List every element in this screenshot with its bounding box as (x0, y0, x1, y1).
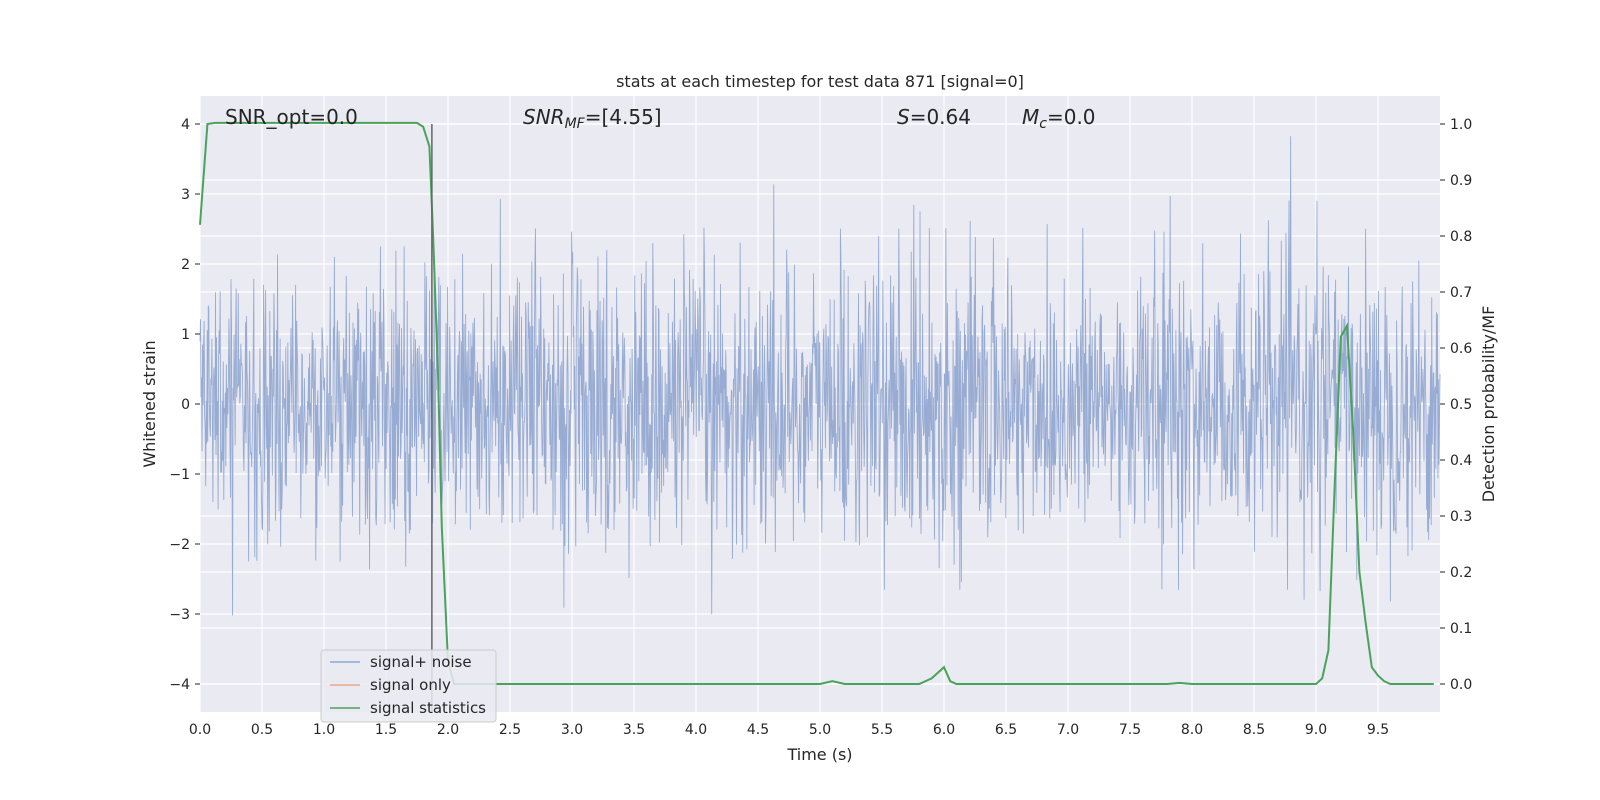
x-tick-label: 6.5 (995, 722, 1017, 738)
y-tick-label-right: 1.0 (1450, 117, 1472, 133)
x-tick-label: 3.0 (561, 722, 583, 738)
line-signal-noise (199, 136, 1441, 616)
legend: signal+ noise signal only signal statist… (320, 649, 497, 723)
y-tick-label-left: −4 (169, 677, 190, 693)
legend-box (320, 649, 497, 723)
y-tick-label-left: 4 (181, 117, 190, 133)
legend-label-signal-noise: signal+ noise (370, 653, 472, 671)
x-tick-label: 8.5 (1243, 722, 1265, 738)
annotation-snr-mf-symbol: SNR (523, 105, 565, 129)
x-tick-label: 4.5 (747, 722, 769, 738)
series-signal-statistics (199, 121, 1434, 685)
annotation-mc-symbol: M (1022, 105, 1039, 129)
y-tick-label-right: 0.6 (1450, 341, 1472, 357)
x-tick-label: 4.0 (685, 722, 707, 738)
x-tick-label: 5.0 (809, 722, 831, 738)
y-tick-label-right: 0.5 (1450, 397, 1472, 413)
y-axis-label-left: Whitened strain (140, 340, 159, 467)
y-tick-label-left: 2 (181, 257, 190, 273)
x-tick-label: 2.5 (499, 722, 521, 738)
annotation-s-symbol: S (897, 105, 910, 129)
x-tick-label: 0.0 (189, 722, 211, 738)
y-tick-label-right: 0.2 (1450, 565, 1472, 581)
y-tick-label-left: 3 (181, 187, 190, 203)
x-tick-label: 1.0 (313, 722, 335, 738)
annotation-snr-mf: SNRMF=[4.55] (523, 105, 662, 132)
x-tick-label: 5.5 (871, 722, 893, 738)
y-tick-label-left: −1 (169, 467, 190, 483)
y-tick-label-right: 0.3 (1450, 509, 1472, 525)
y-tick-label-right: 0.0 (1450, 677, 1472, 693)
x-tick-label: 7.5 (1119, 722, 1141, 738)
x-tick-labels: 0.0 0.5 1.0 1.5 2.0 2.5 3.0 3.5 4.0 4.5 5.0 5.5 6.0 6… (189, 722, 1389, 738)
y-tick-label-right: 0.4 (1450, 453, 1472, 469)
y-tick-labels-right: 0.0 0.1 0.2 0.3 0.4 0.5 0.6 0.7 0.8 0.9 1.0 (1440, 117, 1472, 693)
series-signal-noise (199, 136, 1441, 616)
legend-label-signal-only: signal only (370, 676, 451, 694)
legend-label-signal-statistics: signal statistics (370, 699, 486, 717)
x-tick-label: 8.0 (1181, 722, 1203, 738)
x-axis-label: Time (s) (786, 745, 852, 764)
y-tick-label-left: 0 (181, 397, 190, 413)
y-tick-label-right: 0.1 (1450, 621, 1472, 637)
y-tick-label-left: 1 (181, 327, 190, 343)
annotation-snr-mf-value: =[4.55] (585, 105, 662, 129)
y-tick-label-left: −3 (169, 607, 190, 623)
y-tick-labels-left: −4 −3 −2 −1 0 1 2 3 4 (169, 117, 200, 693)
x-tick-label: 9.0 (1305, 722, 1327, 738)
chart-title: stats at each timestep for test data 871… (616, 72, 1024, 91)
line-signal-statistics (199, 121, 1434, 685)
annotation-mc-value: =0.0 (1047, 105, 1096, 129)
y-tick-label-left: −2 (169, 537, 190, 553)
annotation-s-value: =0.64 (910, 105, 971, 129)
x-tick-label: 3.5 (623, 722, 645, 738)
y-tick-label-right: 0.7 (1450, 285, 1472, 301)
x-tick-label: 2.0 (437, 722, 459, 738)
y-tick-label-right: 0.9 (1450, 173, 1472, 189)
x-tick-label: 1.5 (375, 722, 397, 738)
annotation-mc: Mc=0.0 (1022, 105, 1096, 132)
annotation-s: S=0.64 (897, 105, 971, 129)
annotation-snr-opt: SNR_opt=0.0 (225, 105, 358, 129)
x-tick-label: 7.0 (1057, 722, 1079, 738)
annotation-mc-subscript: c (1039, 116, 1047, 132)
y-tick-label-right: 0.8 (1450, 229, 1472, 245)
x-tick-label: 6.0 (933, 722, 955, 738)
annotation-snr-mf-subscript: MF (565, 116, 586, 132)
y-axis-label-right: Detection probability/MF (1479, 306, 1498, 503)
x-tick-label: 0.5 (251, 722, 273, 738)
x-tick-label: 9.5 (1367, 722, 1389, 738)
